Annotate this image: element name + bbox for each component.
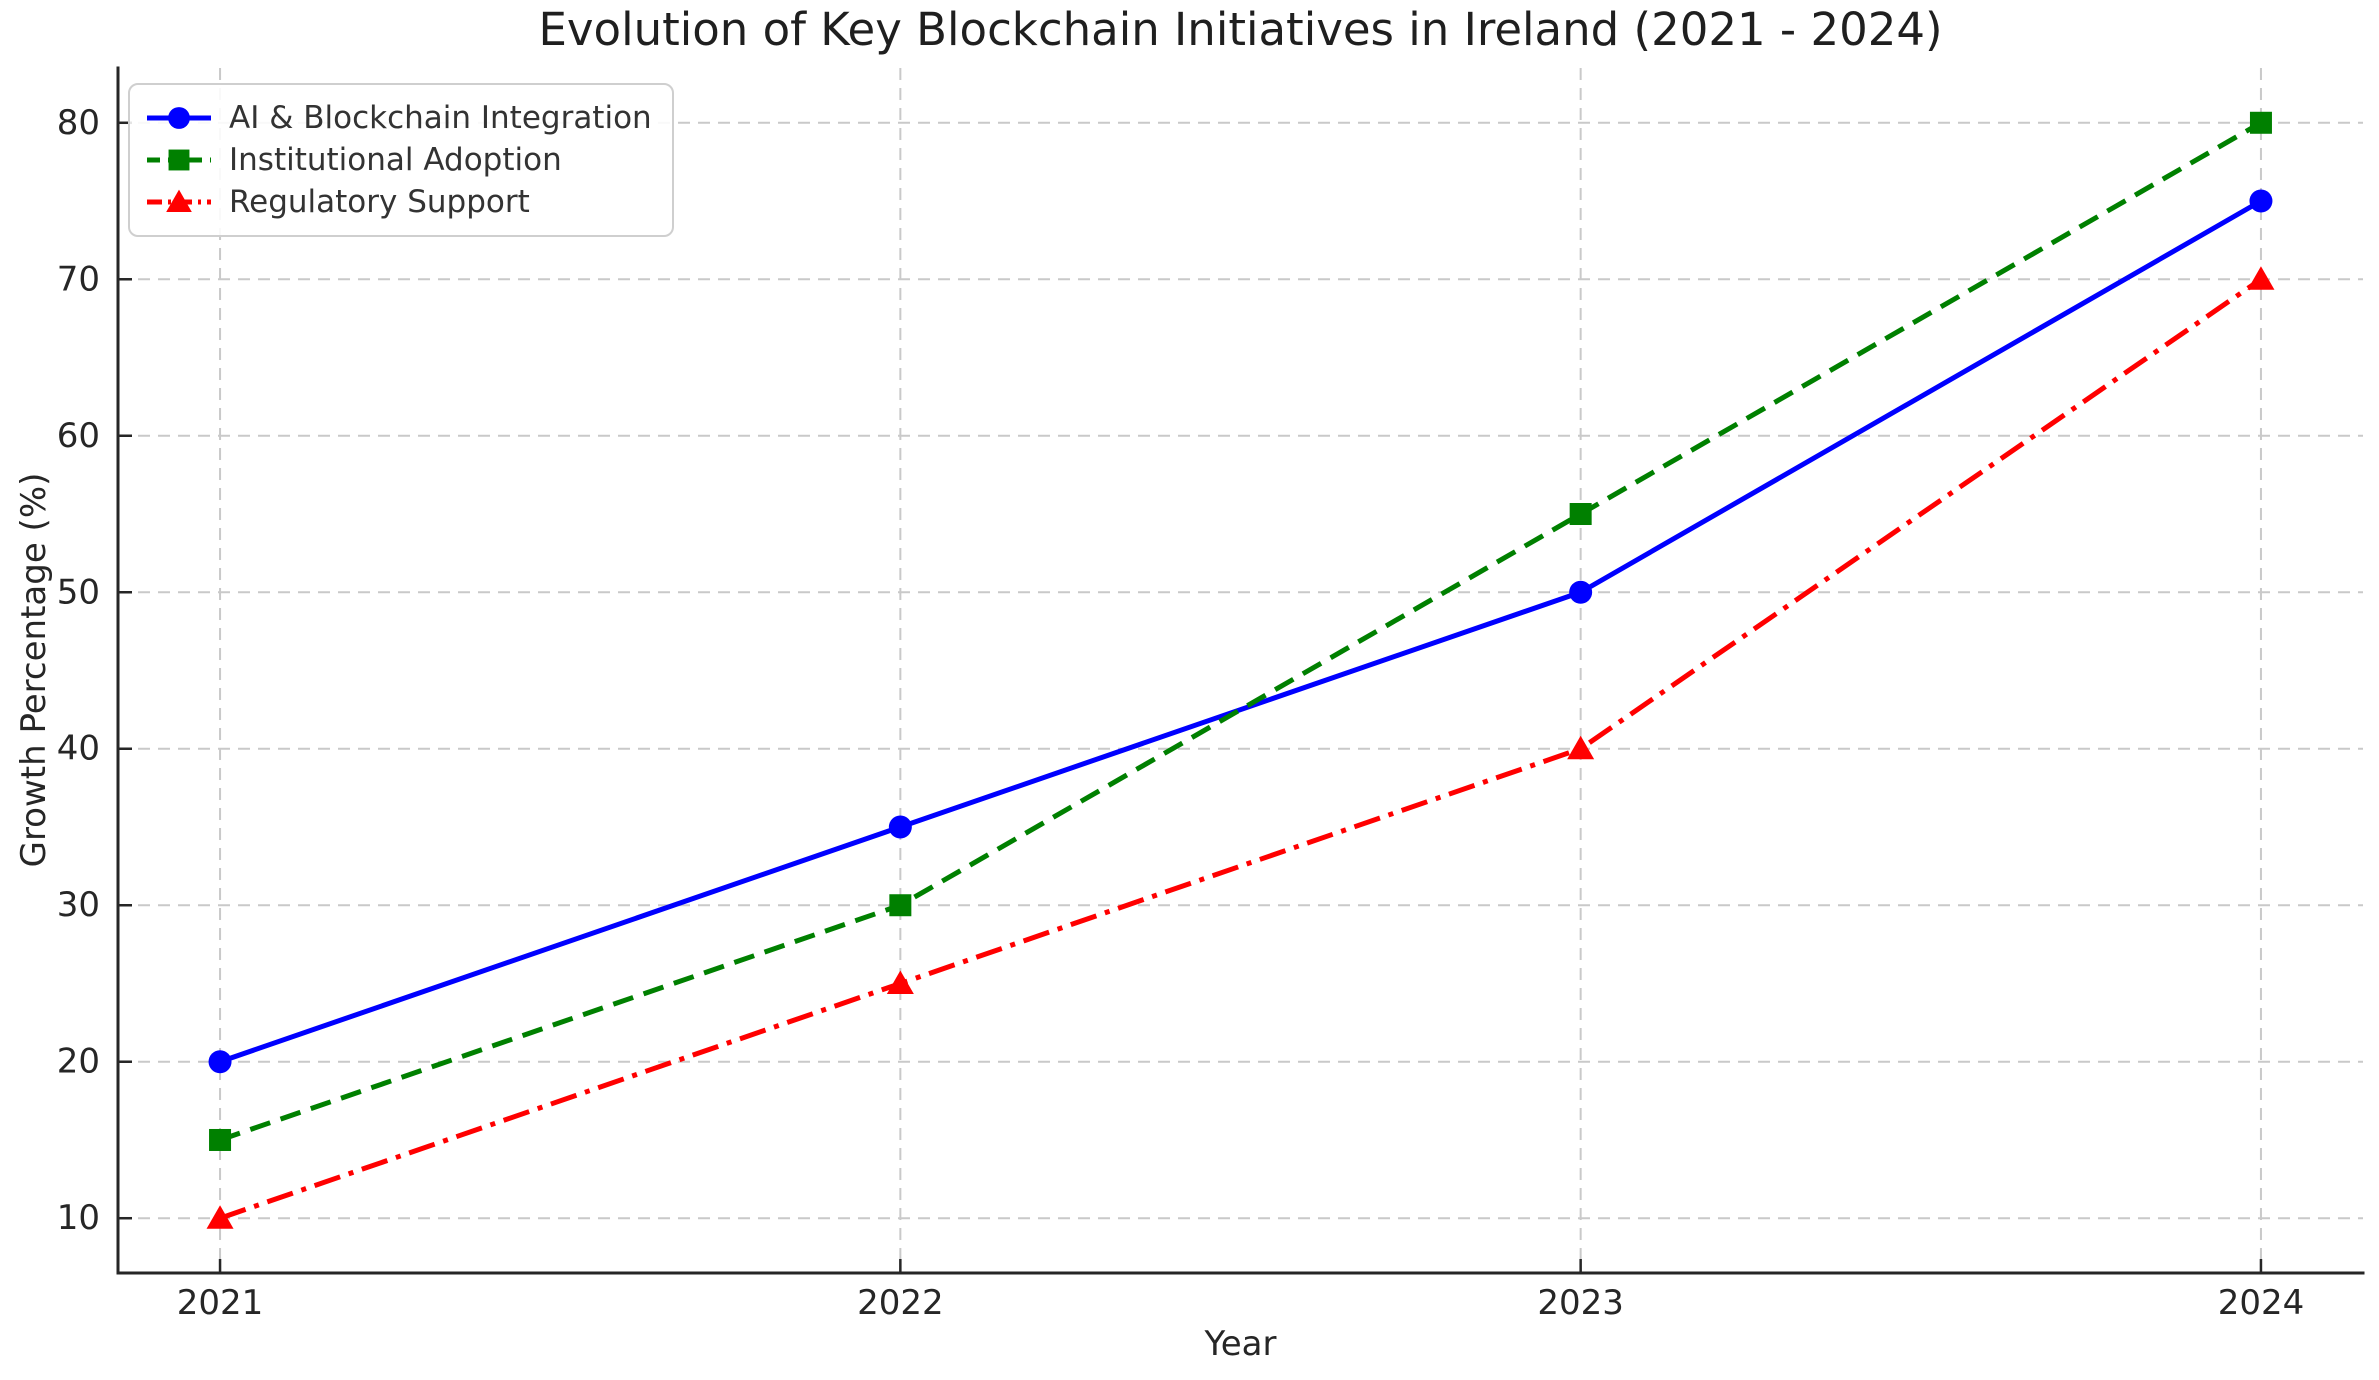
triangle-marker xyxy=(166,189,192,212)
x-axis-label: Year xyxy=(1204,1324,1277,1364)
x-tick-label: 2022 xyxy=(857,1283,944,1323)
tick-marks xyxy=(118,121,2263,1273)
square-marker xyxy=(168,149,190,171)
gridlines xyxy=(118,68,2363,1273)
triangle-marker xyxy=(206,1205,234,1229)
legend-box: AI & Blockchain Integration Institutiona… xyxy=(128,83,674,237)
circle-marker xyxy=(2249,189,2273,213)
legend-item-regulatory-support: Regulatory Support xyxy=(144,181,652,223)
x-tick-label: 2021 xyxy=(177,1283,264,1323)
circle-marker xyxy=(208,1050,232,1074)
series-ai-blockchain-integration xyxy=(208,189,2273,1074)
series-institutional-adoption xyxy=(209,111,2272,1151)
y-tick-label: 70 xyxy=(57,259,100,299)
series-line xyxy=(219,198,2263,1065)
triangle-marker xyxy=(1567,735,1595,760)
y-tick-label: 10 xyxy=(57,1198,100,1238)
square-marker xyxy=(2249,111,2272,134)
y-tick-label: 30 xyxy=(57,885,100,925)
legend-label-institutional-adoption: Institutional Adoption xyxy=(229,142,562,178)
legend-label-ai-blockchain-integration: AI & Blockchain Integration xyxy=(229,100,652,136)
circle-marker xyxy=(888,815,912,839)
square-marker xyxy=(1569,503,1592,526)
tick-labels: 2021 2022 2023 2024 10 20 30 40 50 60 70 80 xyxy=(57,103,2304,1323)
y-tick-label: 60 xyxy=(57,416,100,456)
series-line xyxy=(219,120,2263,1143)
y-tick-label: 50 xyxy=(57,572,100,612)
triangle-marker xyxy=(2247,266,2275,290)
legend-label-regulatory-support: Regulatory Support xyxy=(229,184,530,220)
legend-item-ai-blockchain-integration: AI & Blockchain Integration xyxy=(144,97,652,139)
legend-line-circle-icon xyxy=(147,107,211,129)
legend-item-institutional-adoption: Institutional Adoption xyxy=(144,139,652,181)
circle-marker xyxy=(1569,580,1593,604)
y-tick-label: 20 xyxy=(57,1042,100,1082)
series-regulatory-support xyxy=(206,266,2275,1229)
y-tick-label: 40 xyxy=(57,729,100,769)
legend-line-square-icon xyxy=(147,149,211,171)
legend-line-triangle-icon xyxy=(147,189,211,212)
chart-title: Evolution of Key Blockchain Initiatives … xyxy=(538,3,1943,56)
square-marker xyxy=(209,1128,232,1151)
x-tick-label: 2024 xyxy=(2218,1283,2305,1323)
triangle-marker xyxy=(886,970,914,994)
axes-spines xyxy=(116,66,2365,1275)
x-tick-label: 2023 xyxy=(1537,1283,1624,1323)
square-marker xyxy=(889,894,912,917)
series-line xyxy=(219,277,2263,1221)
circle-marker xyxy=(168,107,190,129)
y-tick-label: 80 xyxy=(57,103,100,143)
